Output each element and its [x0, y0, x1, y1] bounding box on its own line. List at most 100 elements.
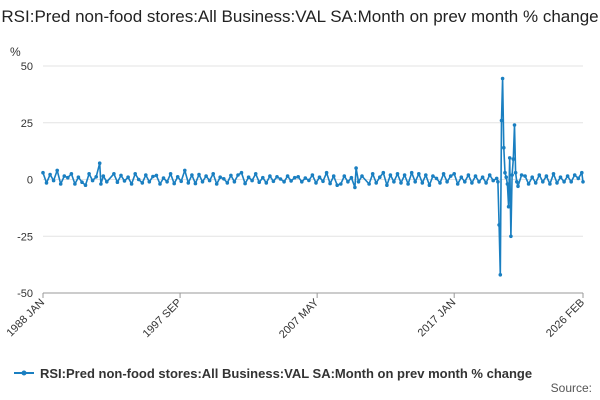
data-point	[186, 181, 191, 185]
data-point	[158, 182, 162, 186]
data-point	[90, 178, 95, 183]
data-point	[470, 181, 474, 185]
data-point	[406, 182, 410, 186]
data-point	[360, 174, 364, 178]
data-point	[236, 173, 240, 177]
data-point	[97, 161, 102, 165]
data-point	[342, 174, 347, 178]
chart-title: RSI:Pred non-food stores:All Business:VA…	[1, 7, 599, 26]
legend-label: RSI:Pred non-food stores:All Business:VA…	[40, 365, 533, 381]
data-point	[356, 180, 361, 184]
data-point	[505, 182, 510, 186]
data-point	[523, 174, 527, 178]
data-point	[484, 181, 488, 185]
data-point	[503, 170, 507, 175]
data-point	[282, 180, 286, 184]
data-point	[537, 173, 542, 177]
data-point	[175, 175, 180, 179]
y-tick-label: 0	[27, 175, 33, 187]
data-point	[129, 182, 134, 186]
y-tick-label: -25	[17, 231, 33, 243]
data-point	[328, 181, 332, 186]
data-point	[572, 173, 577, 177]
x-tick-label: 2026 FEB	[544, 297, 587, 340]
data-point	[413, 180, 418, 184]
data-point	[555, 181, 559, 185]
data-point	[455, 182, 460, 186]
data-point	[388, 173, 393, 177]
data-point	[48, 172, 52, 177]
data-point	[239, 170, 244, 175]
x-tick-label: 2007 MAY	[277, 296, 322, 341]
data-point	[409, 170, 414, 175]
data-point	[73, 182, 77, 186]
data-point	[452, 172, 457, 176]
data-point	[487, 173, 492, 177]
data-point	[229, 173, 233, 178]
data-point	[232, 180, 237, 184]
data-point	[385, 183, 389, 187]
x-tick-label: 1988 JAN	[4, 297, 47, 340]
data-point	[99, 182, 103, 186]
data-point	[119, 173, 123, 178]
x-axis: 1988 JAN 1997 SEP 2007 MAY 2017 JAN 2026 FEB	[4, 292, 587, 341]
y-axis-ticks: 50 25 0 -25 -50	[17, 61, 33, 300]
data-point	[497, 223, 501, 227]
data-point	[367, 182, 371, 186]
data-point	[466, 173, 471, 177]
series-layer	[41, 76, 585, 277]
data-point	[511, 157, 516, 161]
data-point	[264, 181, 269, 185]
series-line	[42, 77, 584, 276]
data-point	[580, 170, 584, 175]
data-point	[300, 180, 304, 184]
data-point	[161, 176, 166, 180]
data-point	[513, 170, 518, 175]
data-point	[179, 179, 183, 184]
data-point	[494, 176, 499, 181]
data-point	[420, 181, 425, 185]
data-point	[544, 174, 549, 178]
data-point	[136, 177, 141, 182]
data-point	[395, 172, 400, 176]
data-point	[211, 172, 215, 176]
data-point	[541, 180, 545, 184]
data-point	[80, 180, 84, 184]
data-point	[253, 172, 258, 176]
data-point	[144, 173, 148, 177]
data-point	[500, 76, 505, 81]
data-point	[378, 175, 382, 179]
data-point	[504, 175, 509, 179]
data-point	[526, 182, 531, 186]
data-point	[516, 184, 520, 189]
data-point	[314, 181, 318, 185]
x-tick-label: 2017 JAN	[416, 297, 459, 340]
data-point	[200, 180, 205, 184]
data-point	[168, 172, 173, 176]
data-point	[222, 177, 226, 181]
data-point	[94, 175, 98, 179]
data-point	[197, 172, 201, 177]
data-point	[506, 204, 511, 209]
y-tick-label: 50	[21, 61, 33, 73]
data-point	[441, 172, 446, 176]
data-point	[190, 173, 194, 177]
data-point	[335, 183, 340, 187]
y-tick-label: -50	[17, 288, 33, 300]
data-point	[445, 180, 449, 184]
data-point	[510, 173, 514, 177]
y-tick-label: 25	[21, 118, 33, 130]
x-tick-label: 1997 SEP	[141, 297, 185, 341]
data-point	[271, 179, 276, 184]
data-point	[317, 175, 322, 179]
data-point	[278, 177, 283, 181]
data-point	[473, 174, 478, 178]
data-point	[339, 182, 343, 186]
data-point	[122, 179, 127, 183]
data-point	[434, 176, 439, 181]
data-point	[225, 181, 230, 185]
data-point	[548, 182, 552, 186]
data-point	[519, 173, 524, 177]
data-point	[533, 181, 538, 185]
data-point	[51, 178, 56, 183]
